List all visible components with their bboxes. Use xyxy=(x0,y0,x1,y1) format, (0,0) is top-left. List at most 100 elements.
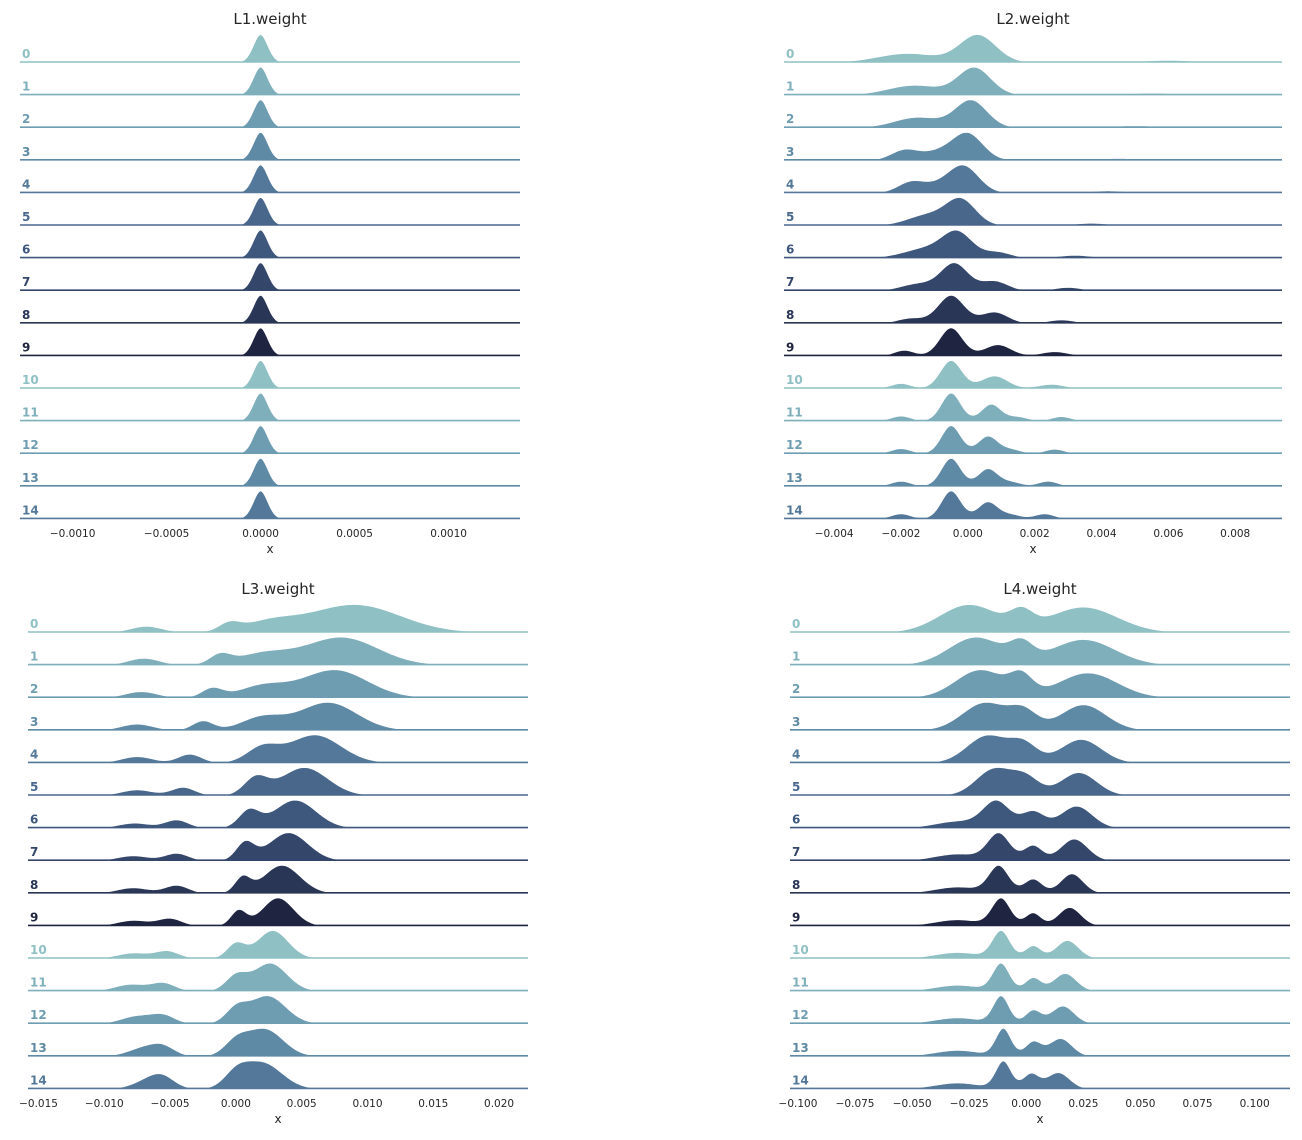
ridge-row-10: 10 xyxy=(28,929,528,959)
ridge-area xyxy=(880,360,1162,388)
ridge-row-0: 0 xyxy=(20,33,520,63)
row-label: 7 xyxy=(22,275,30,289)
row-label: 5 xyxy=(30,780,38,794)
ridge-row-11: 11 xyxy=(784,391,1282,422)
x-tick-label: −0.075 xyxy=(836,1098,875,1110)
ridge-outline xyxy=(820,130,1246,161)
ridge-outline xyxy=(880,391,1155,422)
ridge-area xyxy=(110,490,445,519)
ridge-area xyxy=(59,832,473,861)
ridge-area xyxy=(880,425,1149,454)
x-axis-label: x xyxy=(266,542,273,556)
ridge-row-7: 7 xyxy=(28,831,528,862)
row-label: 8 xyxy=(786,308,794,322)
ridge-area xyxy=(71,962,454,991)
ridge-row-6: 6 xyxy=(28,798,528,829)
row-label: 3 xyxy=(22,145,30,159)
row-label: 7 xyxy=(30,845,38,859)
ridge-row-14: 14 xyxy=(20,489,520,520)
row-label: 13 xyxy=(786,471,803,485)
ridge-outline xyxy=(110,456,445,487)
x-tick-label: 0.000 xyxy=(221,1098,251,1110)
ridge-outline xyxy=(807,65,1259,96)
row-label: 14 xyxy=(786,503,803,517)
ridge-area xyxy=(95,229,458,258)
row-label: 3 xyxy=(792,715,800,729)
ridge-area xyxy=(50,66,494,95)
ridge-outline xyxy=(80,163,472,194)
ridge-row-13: 13 xyxy=(790,1026,1290,1057)
ridge-row-5: 5 xyxy=(20,196,520,226)
ridge-area xyxy=(850,229,1202,258)
ridge-area xyxy=(850,734,1248,763)
x-tick-label: 0.008 xyxy=(1220,528,1250,540)
ridge-row-6: 6 xyxy=(784,228,1282,259)
ridge-area xyxy=(49,734,500,763)
ridge-area xyxy=(866,897,1216,926)
row-label: 1 xyxy=(22,80,30,94)
ridge-area xyxy=(834,197,1219,225)
x-axis-label: x xyxy=(274,1112,281,1126)
row-label: 10 xyxy=(786,373,803,387)
ridge-area xyxy=(827,164,1236,193)
ridge-area xyxy=(832,669,1264,698)
ridge-outline xyxy=(827,163,1236,194)
ridge-area xyxy=(110,457,445,486)
ridge-outline xyxy=(41,635,519,666)
ridge-row-0: 0 xyxy=(28,603,528,633)
ridge-area xyxy=(871,995,1207,1024)
ridge-row-8: 8 xyxy=(28,863,528,894)
ridge-area xyxy=(61,99,487,128)
row-label: 4 xyxy=(22,177,30,191)
row-label: 0 xyxy=(792,617,800,631)
x-tick-label: 0.002 xyxy=(1020,528,1050,540)
x-tick-label: −0.0005 xyxy=(144,528,190,540)
ridge-area xyxy=(110,327,445,356)
x-tick-label: 0.005 xyxy=(287,1098,317,1110)
ridge-row-7: 7 xyxy=(790,831,1290,862)
ridge-row-9: 9 xyxy=(20,326,520,357)
row-label: 0 xyxy=(22,47,30,61)
ridge-row-3: 3 xyxy=(790,700,1290,731)
ridge-row-8: 8 xyxy=(20,293,520,324)
row-label: 14 xyxy=(792,1073,809,1087)
row-label: 13 xyxy=(30,1041,47,1055)
ridge-area xyxy=(843,701,1255,730)
row-label: 9 xyxy=(22,340,30,354)
row-label: 12 xyxy=(30,1008,47,1022)
ridge-area xyxy=(38,604,526,632)
ridge-outline xyxy=(106,293,449,324)
row-label: 11 xyxy=(786,406,803,420)
ridge-row-4: 4 xyxy=(790,733,1290,764)
ridge-row-7: 7 xyxy=(784,261,1282,292)
ridge-row-2: 2 xyxy=(784,98,1282,129)
ridge-row-12: 12 xyxy=(784,424,1282,455)
ridge-area xyxy=(880,490,1135,519)
ridge-row-12: 12 xyxy=(28,994,528,1025)
ridge-row-9: 9 xyxy=(790,896,1290,927)
row-label: 2 xyxy=(792,682,800,696)
row-label: 6 xyxy=(792,813,800,827)
ridge-row-14: 14 xyxy=(784,489,1282,520)
row-label: 6 xyxy=(30,813,38,827)
ridge-row-11: 11 xyxy=(20,391,520,422)
ridge-area xyxy=(64,864,467,893)
ridge-outline xyxy=(110,326,445,357)
ridge-row-8: 8 xyxy=(790,863,1290,894)
ridge-row-14: 14 xyxy=(28,1059,528,1090)
x-tick-label: −0.015 xyxy=(19,1098,58,1110)
ridge-outline xyxy=(100,261,453,292)
ridge-area xyxy=(74,1027,448,1056)
row-label: 6 xyxy=(786,243,794,257)
ridge-row-5: 5 xyxy=(28,766,528,796)
row-label: 11 xyxy=(30,976,47,990)
ridge-area xyxy=(54,799,484,828)
x-tick-label: −0.050 xyxy=(893,1098,932,1110)
row-label: 1 xyxy=(30,650,38,664)
ridge-row-11: 11 xyxy=(790,961,1290,992)
ridge-area xyxy=(72,995,451,1024)
row-label: 8 xyxy=(22,308,30,322)
x-tick-label: 0.000 xyxy=(1011,1098,1041,1110)
ridge-row-6: 6 xyxy=(790,798,1290,829)
